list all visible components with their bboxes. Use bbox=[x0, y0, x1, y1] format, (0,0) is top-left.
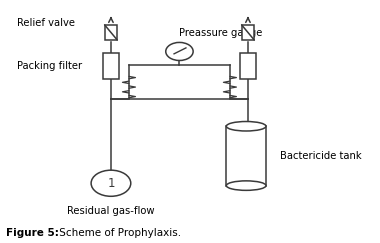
Circle shape bbox=[91, 170, 131, 196]
Ellipse shape bbox=[226, 122, 266, 131]
Text: Packing filter: Packing filter bbox=[17, 61, 82, 71]
Bar bbox=[226, 126, 266, 186]
Text: Residual gas-flow: Residual gas-flow bbox=[67, 206, 155, 216]
Text: Scheme of Prophylaxis.: Scheme of Prophylaxis. bbox=[56, 228, 181, 238]
Ellipse shape bbox=[226, 181, 266, 190]
Text: 1: 1 bbox=[107, 177, 115, 190]
Text: Preassure gauge: Preassure gauge bbox=[179, 28, 263, 38]
Bar bbox=[240, 53, 256, 79]
Circle shape bbox=[166, 43, 193, 61]
Bar bbox=[103, 53, 119, 79]
Text: Relief valve: Relief valve bbox=[17, 18, 75, 28]
Bar bbox=[105, 25, 117, 40]
Text: Bactericide tank: Bactericide tank bbox=[280, 151, 362, 161]
Bar bbox=[242, 25, 254, 40]
Text: Figure 5:: Figure 5: bbox=[6, 228, 59, 238]
